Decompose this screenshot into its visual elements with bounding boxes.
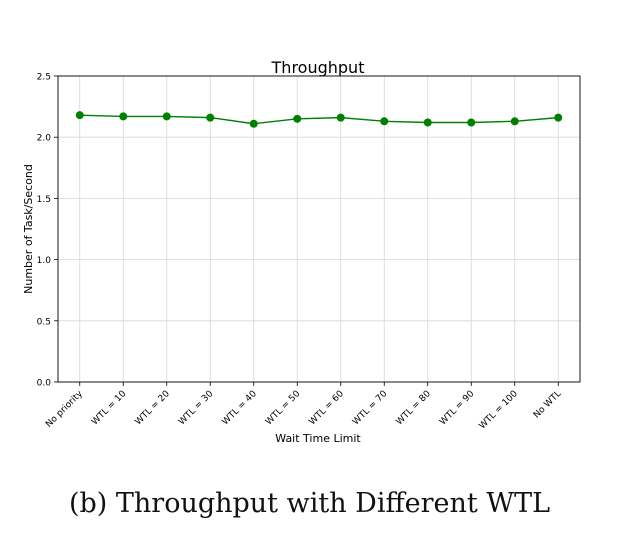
data-point: [119, 112, 128, 121]
y-tick-label: 2.0: [37, 134, 52, 144]
x-tick-label: No WTL: [532, 389, 563, 420]
x-tick-label: WTL = 40: [221, 389, 259, 427]
x-axis-label: Wait Time Limit: [275, 432, 361, 445]
data-point: [554, 113, 563, 122]
data-point: [206, 113, 215, 122]
throughput-chart: Throughput 0.0 0.5 1.0 1.5 2.0 2.5 No priority…: [22, 58, 581, 445]
axes: 0.00.51.01.52.02.5No priority WTL = 10 WTL…: [37, 73, 581, 432]
x-tick-label: WTL = 10: [90, 389, 128, 427]
x-tick-label: WTL = 30: [177, 389, 215, 427]
chart-title: Throughput: [271, 58, 365, 77]
y-tick-label: 0.5: [37, 317, 51, 327]
data-point: [336, 113, 345, 122]
data-point: [467, 118, 476, 127]
data-point: [162, 112, 171, 121]
x-tick-label: No priority: [44, 389, 85, 430]
data-point: [423, 118, 432, 127]
data-point: [380, 117, 389, 126]
x-tick-label: WTL = 80: [395, 389, 433, 427]
y-axis-label: Number of Task/Second: [22, 164, 35, 294]
figure-caption: (b) Throughput with Different WTL: [68, 488, 551, 519]
x-tick-label: WTL = 100: [478, 389, 521, 432]
data-point: [249, 119, 258, 128]
y-tick-label: 2.5: [37, 73, 51, 83]
series-layer: [75, 111, 563, 128]
data-point: [510, 117, 519, 126]
x-tick-label: WTL = 70: [351, 389, 389, 427]
data-point: [293, 114, 302, 123]
x-tick-label: WTL = 20: [134, 389, 172, 427]
plot-frame: [57, 75, 581, 383]
y-tick-label: 1.5: [37, 195, 51, 205]
series-line: [79, 114, 559, 125]
y-tick-label: 1.0: [37, 256, 52, 266]
x-tick-label: WTL = 50: [264, 389, 302, 427]
x-tick-label: WTL = 90: [438, 389, 476, 427]
y-tick-label: 0.0: [37, 379, 52, 389]
data-point: [75, 111, 84, 120]
x-tick-label: WTL = 60: [308, 389, 346, 427]
